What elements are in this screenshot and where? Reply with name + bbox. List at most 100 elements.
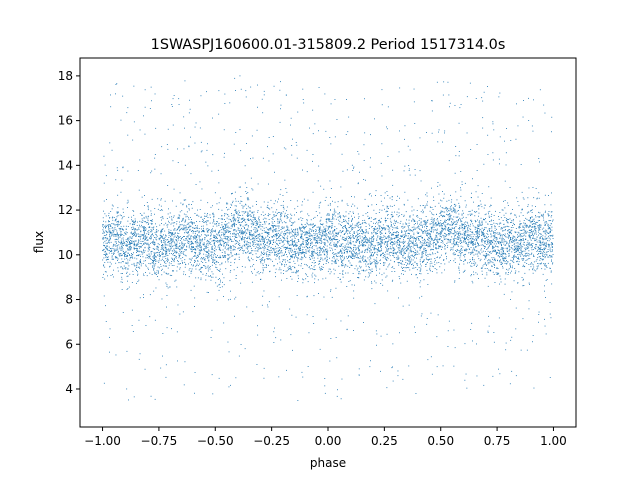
- data-point: [190, 248, 191, 250]
- data-point: [359, 250, 360, 251]
- data-point: [213, 262, 215, 263]
- data-point: [268, 254, 270, 255]
- data-point: [150, 231, 151, 233]
- data-point: [292, 244, 293, 245]
- data-point: [228, 244, 229, 246]
- data-point: [184, 244, 185, 246]
- data-point: [257, 234, 259, 236]
- data-point: [337, 252, 339, 254]
- data-point: [194, 255, 196, 257]
- data-point: [370, 269, 372, 271]
- data-point: [128, 249, 130, 251]
- data-point: [120, 253, 122, 255]
- data-point: [211, 253, 213, 255]
- data-point: [227, 203, 229, 205]
- data-point: [330, 188, 332, 189]
- data-point: [188, 217, 189, 219]
- data-point: [269, 250, 271, 252]
- data-point: [292, 230, 294, 232]
- data-point: [189, 108, 191, 110]
- data-point: [232, 245, 234, 246]
- data-point: [183, 252, 184, 254]
- data-point: [171, 253, 172, 254]
- data-point: [138, 255, 139, 257]
- data-point: [153, 241, 155, 243]
- data-point: [341, 253, 343, 254]
- data-point: [290, 267, 292, 269]
- data-point: [291, 236, 293, 237]
- data-point: [334, 236, 336, 238]
- data-point: [303, 231, 305, 233]
- data-point: [115, 250, 117, 251]
- data-point: [245, 221, 247, 223]
- data-point: [193, 249, 195, 250]
- data-point: [175, 243, 177, 245]
- data-point: [384, 254, 386, 255]
- data-point: [361, 251, 363, 253]
- data-point: [330, 338, 332, 339]
- data-point: [318, 232, 320, 233]
- data-point: [211, 271, 213, 273]
- data-point: [333, 257, 335, 259]
- data-point: [196, 244, 198, 246]
- data-point: [333, 254, 335, 255]
- data-point: [193, 256, 195, 257]
- data-point: [261, 238, 263, 240]
- data-point: [250, 234, 252, 235]
- data-point: [377, 249, 379, 251]
- data-point: [132, 254, 134, 256]
- data-point: [205, 161, 207, 163]
- data-point: [137, 273, 139, 275]
- data-point: [232, 223, 234, 225]
- data-point: [340, 320, 342, 322]
- data-point: [138, 236, 140, 237]
- data-point: [283, 208, 285, 210]
- data-point: [257, 237, 259, 239]
- data-point: [219, 257, 221, 259]
- data-point: [143, 275, 145, 276]
- data-point: [133, 231, 135, 233]
- data-point: [301, 230, 303, 232]
- data-point: [213, 242, 215, 244]
- data-point: [241, 230, 243, 232]
- data-point: [188, 276, 190, 278]
- data-point: [303, 254, 305, 256]
- data-point: [195, 122, 197, 124]
- data-point: [379, 242, 381, 244]
- data-point: [215, 261, 217, 263]
- data-point: [225, 237, 226, 239]
- data-point: [351, 229, 353, 231]
- data-point: [212, 258, 214, 260]
- data-point: [136, 255, 137, 257]
- data-point: [201, 231, 202, 233]
- data-point: [105, 252, 107, 254]
- data-point: [332, 230, 334, 232]
- data-point: [233, 214, 235, 216]
- data-point: [208, 241, 210, 243]
- data-point: [165, 234, 166, 236]
- data-point: [121, 261, 123, 262]
- data-point: [271, 221, 273, 223]
- data-point: [318, 236, 320, 238]
- data-point: [199, 240, 201, 241]
- data-point: [194, 255, 196, 257]
- data-point: [262, 211, 264, 213]
- data-point: [181, 243, 182, 245]
- data-point: [322, 232, 324, 234]
- data-point: [285, 222, 287, 224]
- data-point: [273, 236, 275, 238]
- data-point: [112, 223, 114, 225]
- data-point: [385, 241, 387, 242]
- data-point: [340, 244, 342, 246]
- data-point: [240, 186, 241, 188]
- data-point: [196, 241, 198, 243]
- data-point: [248, 242, 249, 244]
- data-point: [227, 341, 229, 343]
- data-point: [186, 206, 188, 208]
- data-point: [251, 135, 253, 137]
- data-point: [154, 271, 155, 273]
- data-point: [296, 257, 298, 258]
- data-point: [358, 233, 360, 234]
- data-point: [358, 249, 360, 250]
- data-point: [179, 240, 181, 241]
